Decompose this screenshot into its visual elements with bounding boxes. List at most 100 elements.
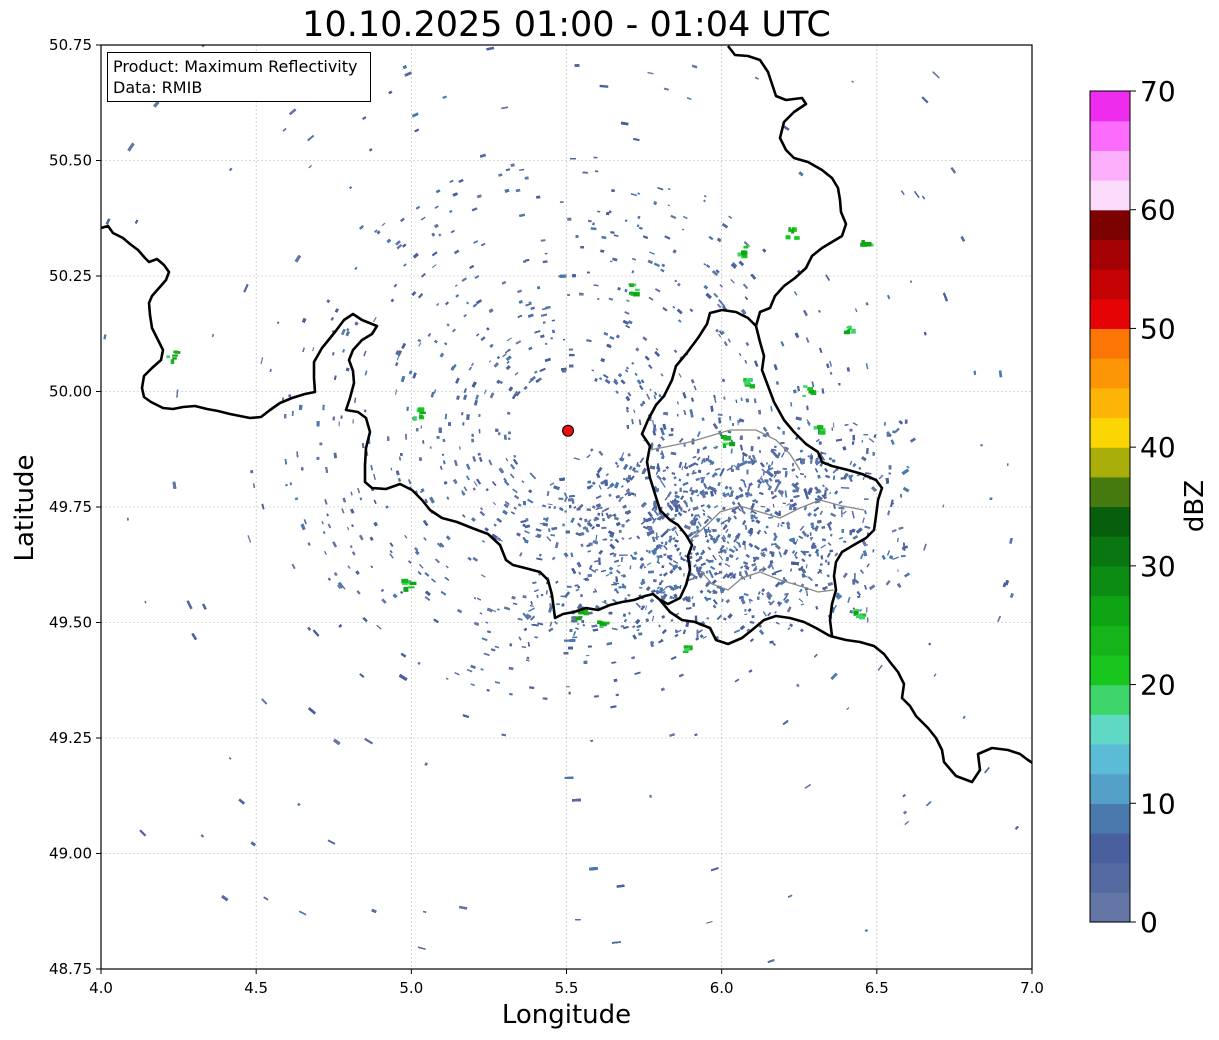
echo-pixel <box>289 482 293 486</box>
echo-pixel <box>516 532 521 537</box>
echo-pixel <box>765 525 769 529</box>
echo-pixel <box>725 598 731 604</box>
echo-pixel <box>695 477 700 482</box>
echo-pixel <box>445 535 451 541</box>
echo-pixel <box>771 572 775 576</box>
echo-pixel <box>626 479 631 484</box>
echo-pixel <box>346 327 350 332</box>
echo-pixel <box>702 635 707 639</box>
echo-pixel <box>665 465 670 470</box>
echo-pixel <box>745 553 751 559</box>
echo-pixel <box>678 461 683 469</box>
echo-pixel <box>614 461 619 466</box>
echo-pixel <box>636 379 642 385</box>
echo-pixel <box>825 274 831 281</box>
echo-pixel <box>402 243 407 248</box>
echo-pixel <box>702 457 706 463</box>
echo-pixel <box>612 582 620 585</box>
echo-pixel <box>715 328 720 333</box>
echo-pixel <box>294 497 299 501</box>
echo-pixel <box>664 585 668 589</box>
echo-pixel <box>620 625 625 628</box>
echo-pixel <box>803 505 808 511</box>
echo-pixel <box>613 678 618 683</box>
echo-pixel <box>737 419 739 426</box>
echo-pixel <box>760 552 766 557</box>
echo-pixel <box>455 294 460 298</box>
echo-pixel <box>588 564 593 570</box>
echo-pixel <box>774 510 780 517</box>
echo-pixel <box>666 555 673 561</box>
echo-pixel <box>706 920 713 924</box>
echo-pixel <box>486 46 495 51</box>
echo-pixel <box>372 316 377 323</box>
echo-pixel <box>654 288 661 293</box>
echo-pixel <box>800 603 805 606</box>
echo-pixel <box>691 596 694 600</box>
echo-pixel <box>485 621 489 624</box>
echo-pixel <box>650 589 656 594</box>
echo-pixel <box>593 156 598 159</box>
echo-pixel <box>841 487 850 489</box>
echo-pixel <box>709 565 716 571</box>
echo-pixel <box>472 556 479 562</box>
echo-pixel <box>851 441 855 445</box>
echo-pixel <box>672 536 676 541</box>
echo-pixel <box>748 542 753 547</box>
echo-pixel <box>354 397 357 403</box>
echo-pixel <box>551 319 556 322</box>
echo-pixel <box>519 552 523 557</box>
echo-pixel <box>600 506 603 510</box>
echo-pixel <box>647 609 653 615</box>
echo-pixel <box>759 475 763 481</box>
echo-pixel <box>582 623 586 627</box>
echo-pixel <box>781 521 785 524</box>
echo-pixel <box>1006 463 1009 466</box>
echo-pixel <box>674 530 679 537</box>
echo-pixel <box>773 483 780 493</box>
echo-pixel <box>462 514 466 518</box>
echo-pixel <box>547 503 553 506</box>
echo-pixel <box>670 214 677 220</box>
echo-pixel <box>635 347 640 352</box>
echo-pixel <box>572 631 577 637</box>
echo-pixel <box>433 389 437 394</box>
echo-pixel <box>805 337 810 343</box>
echo-pixel <box>562 523 565 527</box>
echo-pixel <box>508 692 513 696</box>
echo-pixel <box>523 385 528 391</box>
echo-pixel <box>624 219 628 222</box>
echo-pixel <box>757 483 761 489</box>
echo-pixel <box>613 234 619 237</box>
echo-pixel <box>667 204 671 207</box>
echo-pixel <box>504 500 510 506</box>
echo-pixel <box>731 501 736 506</box>
echo-pixel <box>492 501 497 506</box>
echo-pixel <box>503 477 508 482</box>
echo-pixel <box>784 599 787 603</box>
echo-pixel <box>707 526 710 531</box>
echo-pixel <box>852 422 858 426</box>
echo-pixel <box>771 564 775 570</box>
echo-pixel <box>722 524 728 530</box>
echo-pixel <box>668 433 674 437</box>
echo-pixel <box>773 473 777 479</box>
echo-pixel <box>584 578 590 582</box>
echo-pixel <box>863 434 869 436</box>
echo-pixel <box>620 452 625 459</box>
echo-pixel <box>493 523 497 527</box>
echo-pixel <box>851 80 854 83</box>
echo-pixel <box>585 654 590 657</box>
echo-pixel <box>717 481 721 487</box>
echo-pixel <box>892 556 899 561</box>
echo-pixel <box>771 494 778 500</box>
echo-pixel <box>400 652 407 658</box>
echo-pixel <box>760 505 766 508</box>
echo-pixel <box>632 137 640 142</box>
echo-pixel <box>798 598 804 603</box>
echo-pixel <box>900 554 906 558</box>
echo-pixel <box>439 352 445 358</box>
echo-pixel <box>807 455 810 458</box>
echo-pixel <box>652 419 654 425</box>
echo-pixel <box>782 431 785 435</box>
